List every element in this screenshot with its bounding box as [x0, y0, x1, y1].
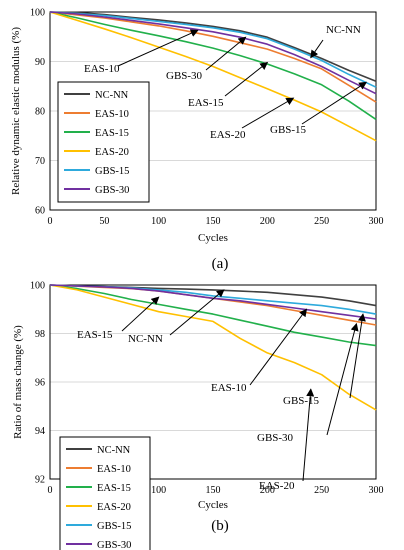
annotation-arrow	[326, 322, 359, 436]
x-tick-label: 100	[151, 485, 166, 496]
annotation-arrow	[349, 313, 366, 399]
legend-entry: EAS-10	[95, 109, 129, 120]
y-tick-label: 92	[35, 475, 45, 486]
x-tick-label: 200	[260, 216, 275, 227]
x-tick-label: 300	[369, 216, 384, 227]
annotation-arrow	[117, 29, 199, 67]
annotation-label: GBS-30	[257, 432, 294, 444]
annotation-arrow	[205, 36, 247, 71]
series-line-gbs-30	[49, 11, 377, 95]
annotation-arrow	[310, 39, 324, 59]
x-tick-label: 0	[48, 485, 53, 496]
series-line-eas-10	[49, 284, 377, 326]
x-axis-label: Cycles	[198, 499, 228, 511]
y-tick-label: 80	[35, 107, 45, 118]
y-tick-label: 70	[35, 156, 45, 167]
legend-entry: NC-NN	[97, 445, 131, 456]
x-tick-label: 300	[369, 485, 384, 496]
x-tick-label: 250	[314, 485, 329, 496]
annotation-label: EAS-10	[84, 63, 120, 75]
figure-caption: (b)	[211, 518, 229, 534]
y-tick-label: 90	[35, 57, 45, 68]
annotation-label: NC-NN	[128, 333, 163, 345]
legend: NC-NN EAS-10 EAS-15 EAS-20 GBS-15 GBS-30	[59, 436, 151, 550]
legend-box	[57, 81, 150, 203]
legend-entry: EAS-15	[97, 483, 131, 494]
legend-entry: NC-NN	[95, 90, 129, 101]
y-tick-label: 100	[30, 8, 45, 19]
plot-frame	[49, 11, 377, 211]
chart-1: 05010015020025030092949698100CyclesRatio…	[12, 281, 384, 550]
x-tick-label: 200	[260, 485, 275, 496]
plot-frame	[49, 284, 377, 480]
annotation-label: GBS-15	[283, 395, 320, 407]
series-line-eas-20	[49, 11, 377, 142]
annotation-label: EAS-15	[188, 97, 224, 109]
y-tick-label: 60	[35, 206, 45, 217]
series-line-eas-15	[49, 11, 377, 121]
legend-entry: EAS-20	[97, 502, 131, 513]
legend-entry: EAS-15	[95, 128, 129, 139]
y-tick-label: 96	[35, 378, 45, 389]
annotation-label: NC-NN	[326, 24, 361, 36]
x-tick-label: 250	[314, 216, 329, 227]
annotation-arrow	[169, 289, 225, 336]
series-line-eas-15	[49, 284, 377, 347]
annotation-label: GBS-30	[166, 70, 203, 82]
annotation-arrow	[301, 81, 368, 125]
annotation-arrow	[241, 97, 295, 129]
y-tick-label: 94	[35, 426, 45, 437]
annotation-label: GBS-15	[270, 124, 307, 136]
annotation-arrow	[249, 308, 308, 386]
y-tick-label: 98	[35, 329, 45, 340]
annotation-label: EAS-15	[77, 329, 113, 341]
annotation-arrow	[302, 388, 315, 482]
x-tick-label: 150	[206, 216, 221, 227]
annotation-label: EAS-10	[211, 382, 247, 394]
x-tick-label: 150	[206, 485, 221, 496]
legend-entry: GBS-30	[95, 185, 129, 196]
series-line-gbs-30	[49, 284, 377, 320]
legend-box	[59, 436, 151, 550]
x-axis-label: Cycles	[198, 232, 228, 244]
series-line-eas-20	[49, 284, 377, 411]
annotation-arrow	[224, 61, 269, 97]
y-tick-label: 100	[30, 281, 45, 292]
x-tick-label: 100	[151, 216, 166, 227]
annotation-arrow	[121, 296, 160, 332]
legend-entry: GBS-15	[97, 521, 131, 532]
annotation-label: EAS-20	[259, 480, 295, 492]
figure-caption: (a)	[212, 256, 229, 272]
y-axis-label: Relative dynamic elastic modulus (%)	[10, 27, 22, 195]
y-axis-label: Ratio of mass change (%)	[12, 325, 24, 439]
chart-0: 0 50 100 150 200 250 300 60 70 80 90 100 Cycles Relat…	[10, 8, 384, 273]
legend-entry: GBS-30	[97, 540, 131, 550]
x-tick-label: 0	[48, 216, 53, 227]
annotation-label: EAS-20	[210, 129, 246, 141]
series-line-eas-10	[49, 11, 377, 103]
x-tick-label: 50	[99, 216, 109, 227]
legend-entry: GBS-15	[95, 166, 129, 177]
series-line-nc-nn	[49, 11, 377, 83]
series-line-gbs-15	[49, 11, 377, 88]
legend-entry: EAS-20	[95, 147, 129, 158]
legend: NC-NN EAS-10 EAS-15 EAS-20 GBS-15 GBS-30	[57, 81, 150, 203]
legend-entry: EAS-10	[97, 464, 131, 475]
